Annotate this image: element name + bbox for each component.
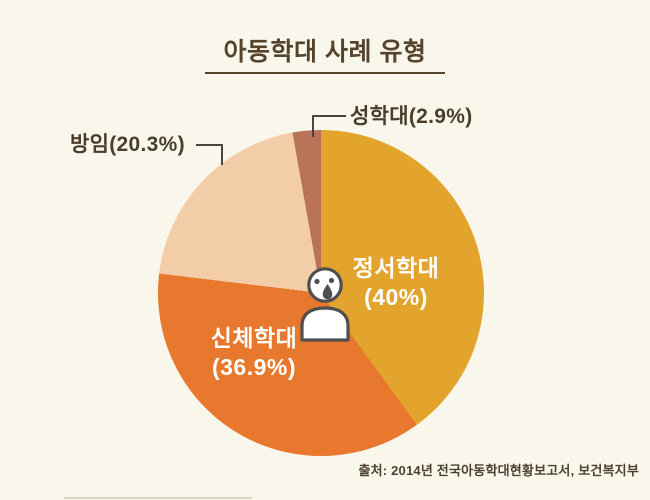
slice-label-emotional-abuse: 정서학대 (40%) (306, 254, 486, 312)
slice-label-physical-abuse: 신체학대 (36.9%) (164, 324, 344, 382)
source-note: 출처: 2014년 전국아동학대현황보고서, 보건복지부 (358, 463, 639, 478)
leader-line-neglect-horizontal (196, 144, 223, 146)
crying-child-icon (300, 267, 350, 342)
icon-body (300, 306, 350, 342)
callout-label-sexual-abuse: 성학대(2.9%) (350, 105, 473, 128)
icon-tear-drop (322, 284, 333, 300)
icon-right-eye (328, 277, 335, 284)
leader-line-sexual-vertical (312, 115, 314, 137)
chart-title-wrap: 아동학대 사례 유형 (0, 38, 650, 74)
slice-label-emotional-name: 정서학대 (352, 255, 440, 281)
slice-label-physical-value: (36.9%) (211, 354, 297, 380)
icon-head (307, 267, 343, 303)
slice-label-emotional-value: (40%) (364, 284, 428, 310)
icon-left-eye (314, 278, 320, 285)
leader-line-sexual-horizontal (312, 115, 346, 117)
bottom-cropped-rule (64, 497, 252, 499)
chart-title: 아동학대 사례 유형 (204, 38, 446, 74)
callout-label-neglect: 방임(20.3%) (70, 133, 185, 156)
leader-line-neglect-vertical (221, 144, 223, 165)
slice-label-physical-name: 신체학대 (210, 325, 298, 351)
